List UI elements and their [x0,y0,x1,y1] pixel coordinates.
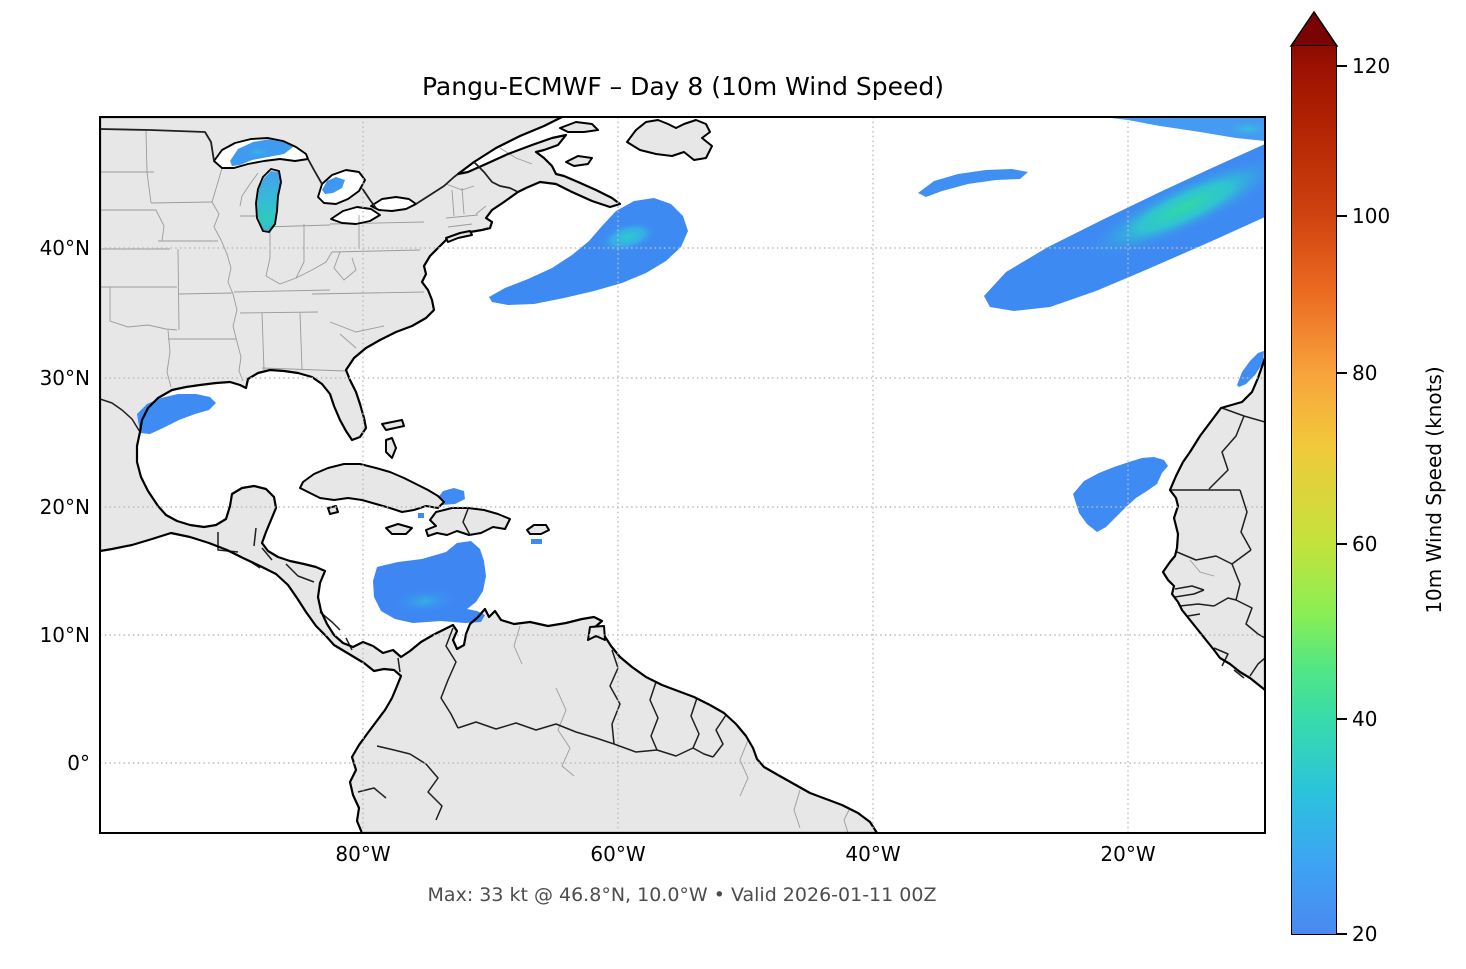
lon-tick-40w: 40°W [845,842,901,866]
lon-tick-60w: 60°W [590,842,646,866]
colorbar-axis-label: 10m Wind Speed (knots) [1422,366,1446,614]
island-grand-bahama [381,419,405,431]
island-cuba [299,463,445,513]
page-title: Pangu-ECMWF – Day 8 (10m Wind Speed) [421,72,945,101]
max-valid-caption: Max: 33 kt @ 46.8°N, 10.0°W • Valid 2026… [427,884,937,906]
colorbar-ticklabel-100: 100 [1352,204,1391,228]
map-frame [99,116,1266,834]
island-newfoundland [626,119,713,161]
island-anticosti [559,121,599,133]
island-long-island [445,230,473,243]
wind-patch-mid-atlantic-band [918,169,1028,197]
canada-borders [100,128,519,209]
islands [299,119,713,641]
colorbar-ticklabel-80: 80 [1352,361,1378,385]
island-andros [385,437,397,459]
country-borders [100,398,1265,821]
colorbar-ticklabel-120: 120 [1352,54,1391,78]
island-hispaniola [425,507,511,537]
colorbar-tick-40 [1337,718,1347,720]
wind-patch-ne-corner-strip [1103,117,1265,141]
island-trinidad [587,625,606,641]
lat-tick-20n: 20°N [39,495,90,519]
wind-patch-west-africa-trades [1073,457,1168,532]
island-isle-of-youth [327,505,339,515]
lon-tick-80w: 80°W [335,842,391,866]
wind-patch-lake-michigan [257,171,281,231]
wind-patch-gulf-of-mexico [137,394,216,434]
colorbar-gradient [1291,45,1337,935]
colorbar-ticklabel-40: 40 [1352,707,1378,731]
colorbar-tick-20 [1337,933,1347,935]
haiti-dr-border [462,508,471,536]
colorbar-ticklabel-60: 60 [1352,532,1378,556]
colorbar-tick-60 [1337,543,1347,545]
lon-tick-20w: 20°W [1100,842,1156,866]
colorbar-tick-120 [1337,65,1347,67]
colorbar-tick-100 [1337,215,1347,217]
gridlines [100,117,1265,833]
landmass-fill [100,117,1265,833]
lat-tick-40n: 40°N [39,236,90,260]
wind-patch-central-atlantic-comma [489,198,688,305]
wind-patch-lake-huron [322,177,345,194]
wind-patch-morocco-sliver [1237,351,1264,387]
wind-speed-patches [137,117,1265,623]
colorbar-extend-arrow [1289,10,1339,47]
island-puerto-rico [526,524,550,535]
lat-tick-30n: 30°N [39,366,90,390]
island-jamaica [385,523,413,535]
island-pei [565,155,593,167]
colorbar-ticklabel-20: 20 [1352,922,1378,946]
lat-tick-0: 0° [67,751,90,775]
wind-patch-puerto-rico-dot [531,539,542,544]
lat-tick-10n: 10°N [39,623,90,647]
colorbar-tick-80 [1337,372,1347,374]
wind-patch-cuba-dot [418,513,424,518]
state-lines [100,130,1215,833]
